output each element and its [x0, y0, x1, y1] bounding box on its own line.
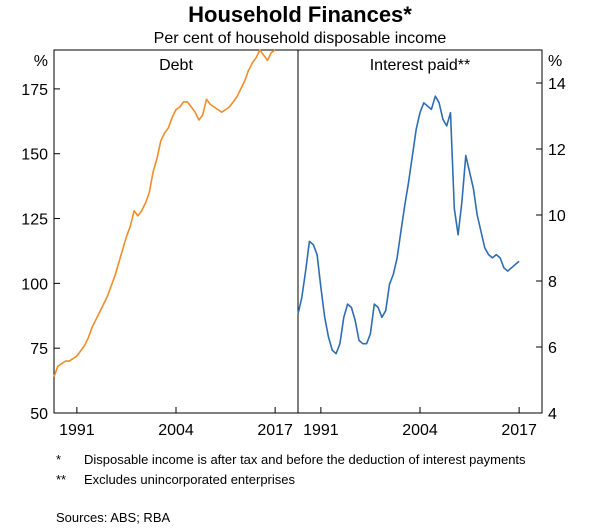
right-axis-tick-label: 14 — [548, 76, 566, 93]
x-axis-tick-label: 1991 — [303, 422, 339, 439]
right-axis-tick-label: 12 — [548, 142, 566, 159]
x-axis-tick-label: 2017 — [501, 422, 537, 439]
footnote-marker: ** — [56, 472, 67, 487]
chart-svg: Household Finances* Per cent of househol… — [21, 2, 566, 439]
footnote-marker: * — [56, 452, 62, 467]
panel-title: Debt — [159, 57, 193, 74]
footnote-text: Disposable income is after tax and befor… — [84, 452, 526, 467]
left-axis-tick-label: 50 — [30, 406, 48, 423]
chart-title: Household Finances* — [188, 2, 412, 27]
right-axis: % 4 6 8 10 12 14 — [536, 53, 566, 423]
panel-debt: Debt — [53, 49, 276, 377]
left-axis-unit: % — [34, 53, 48, 70]
plot-frame — [53, 49, 543, 414]
panels: Debt Interest paid** — [53, 49, 520, 377]
right-axis-tick-label: 4 — [548, 406, 557, 423]
left-axis-tick-label: 175 — [21, 82, 48, 99]
right-axis-tick-label: 8 — [548, 274, 557, 291]
series-line-debt — [53, 49, 276, 377]
left-axis-tick-label: 100 — [21, 276, 48, 293]
right-axis-tick-label: 10 — [548, 208, 566, 225]
footnote-1: * Disposable income is after tax and bef… — [56, 452, 576, 468]
x-axis: 1991 2004 2017 1991 2004 2017 — [59, 407, 537, 439]
panel-title: Interest paid** — [370, 57, 471, 74]
series-line-interest-paid — [297, 95, 520, 355]
footnotes: * Disposable income is after tax and bef… — [56, 452, 576, 492]
left-axis: % 50 75 100 125 150 175 — [21, 53, 60, 423]
panel-interest-paid: Interest paid** — [297, 57, 520, 355]
chart-subtitle: Per cent of household disposable income — [154, 30, 447, 47]
footnote-2: ** Excludes unincorporated enterprises — [56, 472, 576, 488]
x-axis-tick-label: 2017 — [257, 422, 293, 439]
sources: Sources: ABS; RBA — [56, 510, 171, 525]
left-axis-tick-label: 125 — [21, 212, 48, 229]
footnote-text: Excludes unincorporated enterprises — [84, 472, 296, 487]
left-axis-tick-label: 75 — [30, 341, 48, 358]
x-axis-tick-label: 2004 — [402, 422, 438, 439]
x-axis-tick-label: 1991 — [59, 422, 95, 439]
right-axis-unit: % — [548, 53, 562, 70]
left-axis-tick-label: 150 — [21, 147, 48, 164]
right-axis-tick-label: 6 — [548, 340, 557, 357]
x-axis-tick-label: 2004 — [158, 422, 194, 439]
